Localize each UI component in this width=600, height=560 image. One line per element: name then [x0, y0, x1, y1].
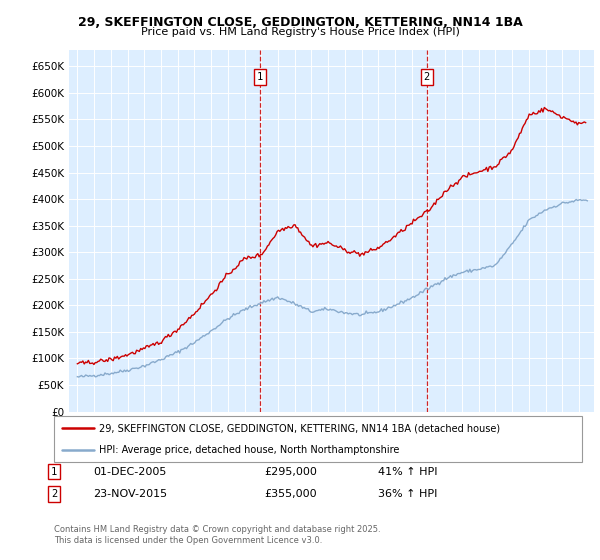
Text: 1: 1 — [51, 466, 57, 477]
Text: 36% ↑ HPI: 36% ↑ HPI — [378, 489, 437, 499]
Text: £355,000: £355,000 — [264, 489, 317, 499]
Text: 1: 1 — [257, 72, 263, 82]
Text: 29, SKEFFINGTON CLOSE, GEDDINGTON, KETTERING, NN14 1BA (detached house): 29, SKEFFINGTON CLOSE, GEDDINGTON, KETTE… — [99, 423, 500, 433]
Text: Contains HM Land Registry data © Crown copyright and database right 2025.
This d: Contains HM Land Registry data © Crown c… — [54, 525, 380, 545]
Text: 01-DEC-2005: 01-DEC-2005 — [93, 466, 166, 477]
Text: 29, SKEFFINGTON CLOSE, GEDDINGTON, KETTERING, NN14 1BA: 29, SKEFFINGTON CLOSE, GEDDINGTON, KETTE… — [77, 16, 523, 29]
Text: 23-NOV-2015: 23-NOV-2015 — [93, 489, 167, 499]
Text: Price paid vs. HM Land Registry's House Price Index (HPI): Price paid vs. HM Land Registry's House … — [140, 27, 460, 37]
Text: 2: 2 — [51, 489, 57, 499]
Text: HPI: Average price, detached house, North Northamptonshire: HPI: Average price, detached house, Nort… — [99, 445, 399, 455]
Text: £295,000: £295,000 — [264, 466, 317, 477]
FancyBboxPatch shape — [54, 416, 582, 462]
Text: 41% ↑ HPI: 41% ↑ HPI — [378, 466, 437, 477]
Text: 2: 2 — [424, 72, 430, 82]
